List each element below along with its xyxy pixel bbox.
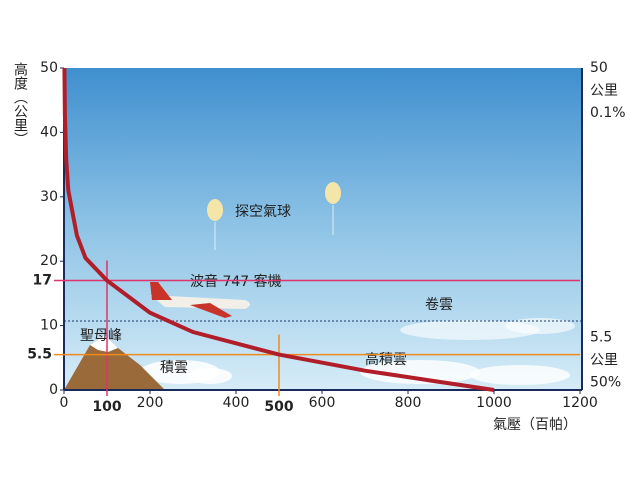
x-tick-label: 1200 [562, 395, 598, 411]
y-tick-label: 10 [40, 318, 58, 334]
y-tick-label: 30 [40, 189, 58, 205]
y-tick-label: 40 [40, 124, 58, 140]
x-tick-label: 600 [309, 395, 336, 411]
x-axis-title: 氣壓（百帕） [493, 417, 577, 433]
scenery [64, 182, 582, 390]
right-label-text: 公里 [590, 353, 618, 369]
right-label-value: 50 [590, 60, 608, 76]
annotation: 聖母峰 [80, 328, 122, 344]
x-tick-label: 200 [137, 395, 164, 411]
x-tick-label: 0 [60, 395, 69, 411]
highlight-y-label: 17 [33, 273, 52, 289]
sky [64, 68, 582, 390]
highlight-y-label: 5.5 [27, 347, 52, 363]
annotation: 波音 747 客機 [190, 273, 282, 290]
annotation: 探空氣球 [235, 204, 291, 220]
right-label-value: 5.5 [590, 330, 612, 346]
x-tick-label: 400 [223, 395, 250, 411]
annotation: 積雲 [160, 360, 188, 376]
right-label-text: 公里 [590, 83, 618, 99]
x-tick-label: 800 [395, 395, 422, 411]
y-axis-title: 高度（公里） [12, 61, 28, 146]
right-label-text: 50% [590, 375, 621, 391]
pressure-curve [62, 67, 495, 392]
y-tick-label: 50 [40, 60, 58, 76]
x-tick-label: 1000 [476, 395, 512, 411]
annotation: 卷雲 [425, 297, 453, 313]
right-label-text: 0.1% [590, 105, 626, 121]
y-tick-label: 20 [40, 253, 58, 269]
annotation: 高積雲 [365, 351, 407, 368]
highlight-x-label: 500 [264, 399, 293, 415]
y-tick-label: 0 [49, 382, 58, 398]
highlight-x-label: 100 [92, 399, 121, 415]
